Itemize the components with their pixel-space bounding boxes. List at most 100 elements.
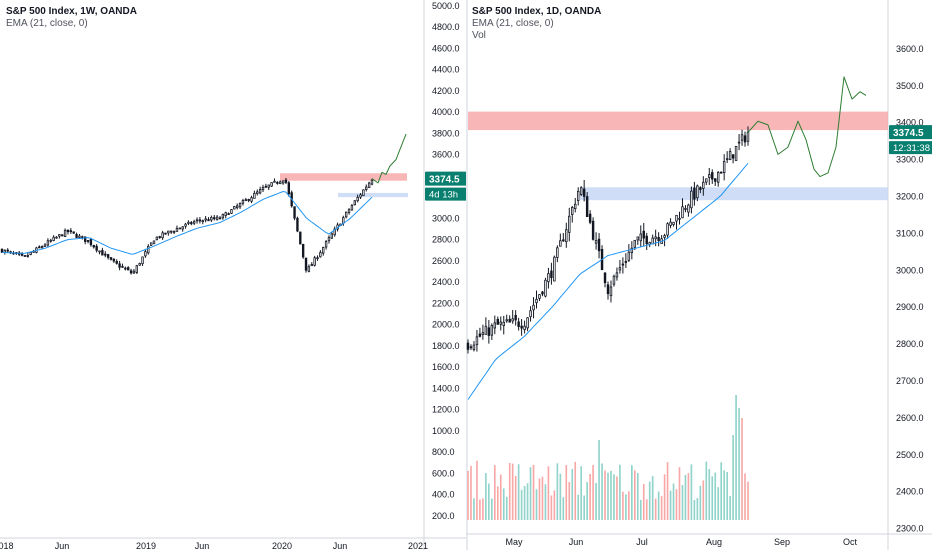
last-price-label: 3374.5 [893, 128, 924, 139]
candle-body [81, 236, 84, 239]
candle-body [553, 256, 556, 282]
volume-bar [654, 498, 657, 520]
daily-chart-title: S&P 500 Index, 1D, OANDA [472, 6, 602, 17]
candle-body [687, 204, 690, 213]
weekly-ema-legend: EMA (21, close, 0) [6, 18, 88, 29]
price-axis-tick-label: 3200.0 [896, 192, 924, 202]
candle-body [565, 229, 568, 243]
time-axis-tick-label: 2019 [136, 541, 156, 550]
candle-body [86, 240, 90, 242]
volume-bar [467, 470, 469, 520]
candle-body [224, 212, 227, 216]
volume-bar [571, 469, 574, 520]
price-axis-tick-label: 5000.0 [432, 1, 460, 11]
candle-body [138, 263, 141, 266]
candle-body [362, 189, 365, 197]
candle-body [621, 263, 625, 266]
candle-body [49, 239, 52, 242]
volume-bar [633, 470, 636, 520]
candle-body [43, 244, 47, 247]
price-axis-tick-label: 600.0 [432, 468, 455, 478]
volume-bar [616, 476, 618, 520]
price-axis-tick-label: 1200.0 [432, 405, 460, 415]
candle-body [301, 243, 305, 258]
ema-line [1, 190, 373, 255]
candle-body [708, 174, 711, 178]
volume-bar [526, 483, 529, 520]
panel-divider[interactable] [466, 0, 468, 550]
candle-body [29, 251, 32, 255]
candle-body [469, 346, 473, 349]
candle-body [253, 192, 256, 199]
candle-body [287, 182, 291, 195]
candle-body [675, 214, 678, 222]
volume-bar [705, 461, 708, 520]
weekly-chart-canvas[interactable]: 5000.0 4800.0 4600.0 4400.0 4200.0 4000.0 3800… [0, 0, 466, 550]
candle-body [711, 172, 714, 180]
candle-body [66, 229, 70, 233]
daily-chart-panel[interactable]: S&P 500 Index, 1D, OANDA EMA (21, close,… [466, 0, 932, 550]
candle-body [26, 255, 30, 257]
price-axis-tick-label: 4000.0 [432, 107, 460, 117]
candle-body [654, 236, 657, 240]
candle-body [293, 206, 296, 219]
candle-body [221, 214, 225, 219]
last-price-badge [425, 171, 466, 186]
candle-body [261, 187, 265, 191]
candle-body [478, 333, 482, 337]
candle-body [517, 321, 520, 327]
candle-body [201, 220, 204, 223]
ema-line [467, 162, 749, 400]
price-axis-tick-label: 1000.0 [432, 426, 460, 436]
candle-body [250, 197, 253, 202]
volume-bar [595, 482, 597, 520]
candle-body [192, 221, 196, 224]
price-axis-tick-label: 2800.0 [896, 339, 924, 349]
volume-bar [732, 435, 734, 520]
volume-bar [604, 470, 606, 520]
candle-body [645, 235, 648, 245]
candle-body [502, 321, 505, 326]
volume-bar [568, 481, 571, 520]
weekly-chart-panel[interactable]: S&P 500 Index, 1W, OANDA EMA (21, close,… [0, 0, 466, 550]
price-axis-tick-label: 3100.0 [896, 228, 924, 238]
time-axis-tick-label: Jun [195, 541, 210, 550]
volume-bar [631, 465, 633, 520]
candle-body [624, 261, 628, 263]
candle-body [129, 270, 133, 274]
volume-bar [699, 485, 702, 520]
volume-bar [470, 465, 472, 520]
candle-body [210, 217, 213, 221]
time-axis-tick-label: Aug [706, 537, 722, 547]
candle-body [106, 254, 110, 258]
price-axis-tick-label: 4800.0 [432, 22, 460, 32]
candle-body [121, 265, 124, 268]
candle-body [740, 134, 744, 141]
volume-bar [619, 464, 621, 520]
candle-body [299, 231, 302, 245]
daily-chart-canvas[interactable]: 3600.0 3500.0 3400.0 3300.0 3200.0 3100.0 3000… [466, 0, 932, 550]
candle-body [101, 250, 104, 256]
candle-body [591, 220, 595, 240]
volume-bar [529, 467, 532, 520]
price-axis-tick-label: 3300.0 [896, 155, 924, 165]
price-axis-tick-label: 400.0 [432, 490, 455, 500]
price-axis-tick-label: 2900.0 [896, 302, 924, 312]
candle-body [238, 202, 242, 208]
support-zone [338, 192, 408, 198]
price-axis-tick-label: 800.0 [432, 447, 455, 457]
candle-body [135, 265, 138, 273]
candle-body [547, 273, 550, 283]
candle-body [746, 131, 750, 142]
volume-bar [684, 474, 687, 520]
price-axis-tick-label: 2400.0 [896, 487, 924, 497]
volume-bar [523, 485, 526, 520]
candle-body [78, 235, 81, 238]
volume-bar [678, 467, 681, 520]
daily-chart-header: S&P 500 Index, 1D, OANDA EMA (21, close,… [472, 6, 601, 42]
weekly-chart-header: S&P 500 Index, 1W, OANDA EMA (21, close,… [6, 6, 137, 30]
volume-bar [702, 480, 705, 520]
candle-body [38, 246, 41, 249]
volume-bar [505, 496, 508, 520]
candle-body [556, 247, 559, 258]
